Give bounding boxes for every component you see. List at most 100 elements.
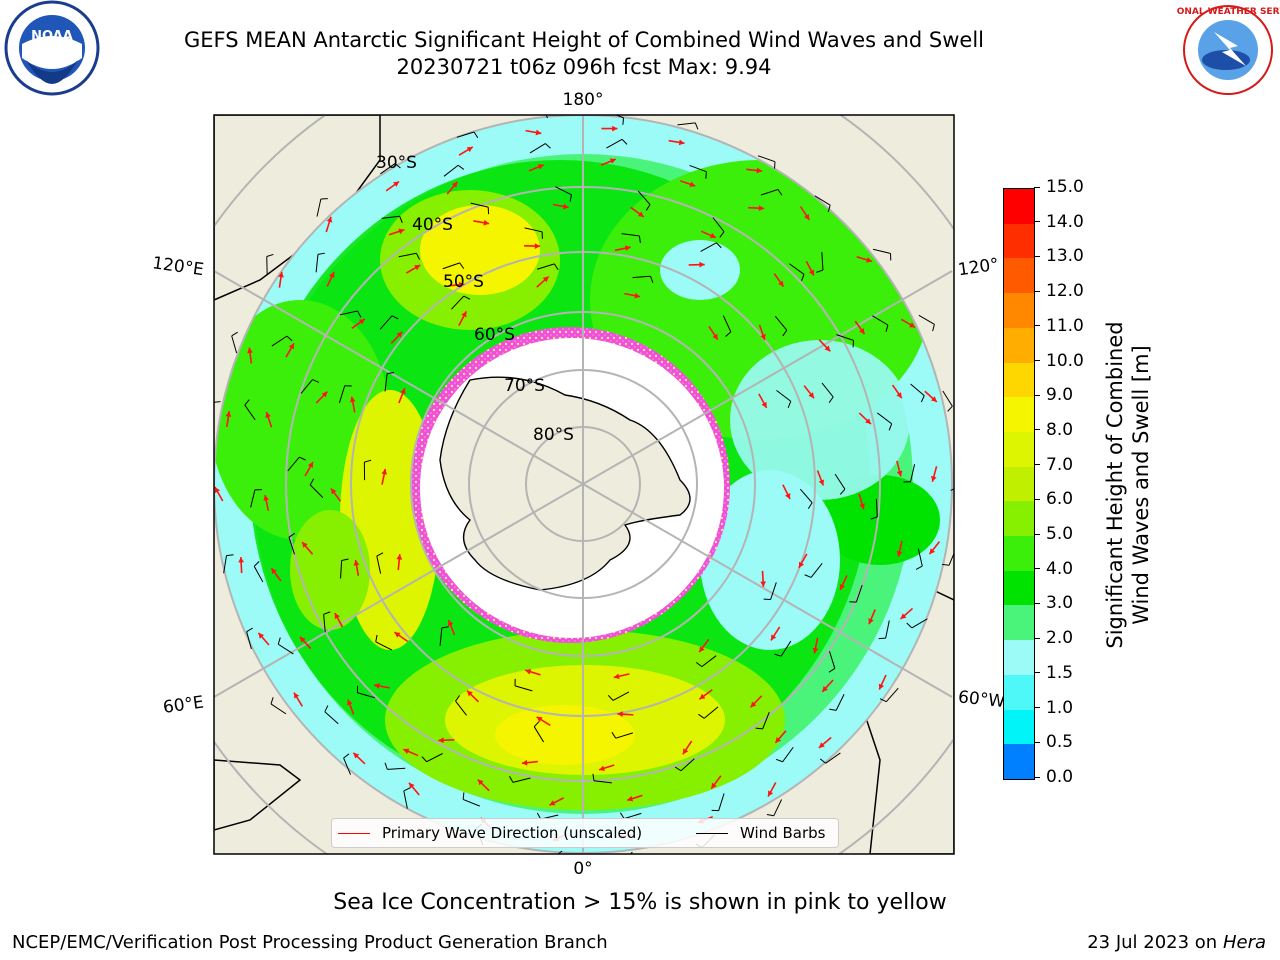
colorbar-tick: 0.5 xyxy=(1034,732,1073,752)
colorbar-tick: 15.0 xyxy=(1034,177,1084,197)
wave-arrow-head xyxy=(627,795,634,802)
wave-arrow-head xyxy=(750,701,757,708)
wind-barb xyxy=(426,753,443,763)
colorbar-segment xyxy=(1004,709,1034,745)
wind-barb xyxy=(637,190,651,205)
colorbar-segment xyxy=(1004,258,1034,294)
colorbar-segment xyxy=(1004,501,1034,537)
wind-barb-flag xyxy=(324,705,329,712)
colorbar-label: Significant Height of Combined Wind Wave… xyxy=(1102,185,1154,785)
colorbar-tick: 5.0 xyxy=(1034,524,1073,544)
colorbar-segment xyxy=(1004,536,1034,571)
wind-barb xyxy=(615,732,634,739)
wind-barb xyxy=(323,614,326,633)
legend-label-wave: Primary Wave Direction (unscaled) xyxy=(382,824,643,842)
colorbar-tick-label: 6.0 xyxy=(1046,489,1074,510)
lat-label-80s: 80°S xyxy=(533,425,574,445)
colorbar-tick-mark xyxy=(1034,464,1040,466)
wave-arrow-head xyxy=(302,542,308,548)
wave-arrow-head xyxy=(613,673,620,680)
wave-arrow-head xyxy=(535,129,542,136)
wind-barb xyxy=(875,498,878,517)
wind-barb-flag xyxy=(231,331,238,337)
wind-barb-flag xyxy=(288,532,296,538)
colorbar-tick-label: 9.0 xyxy=(1046,385,1074,406)
wind-barb xyxy=(456,131,475,138)
wave-arrow-head xyxy=(699,693,706,700)
wave-arrow-head xyxy=(534,243,541,249)
chart-title: GEFS MEAN Antarctic Significant Height o… xyxy=(183,28,985,52)
wind-barb xyxy=(324,711,339,725)
wind-barb-flag xyxy=(622,117,625,125)
wind-barb xyxy=(773,799,783,816)
wave-arrow-head xyxy=(466,690,473,697)
lat-label-50s: 50°S xyxy=(443,272,484,292)
wind-barb xyxy=(340,560,343,579)
colorbar-segment xyxy=(1004,293,1034,328)
wind-barb-flag xyxy=(399,216,403,223)
wave-arrow-head xyxy=(709,232,716,239)
wind-barb xyxy=(948,552,954,566)
wind-barb xyxy=(338,385,346,404)
wind-barb-flag xyxy=(619,812,625,819)
wind-barb xyxy=(872,315,889,326)
wind-barb-flag xyxy=(839,488,846,495)
wind-barb-flag xyxy=(391,315,399,320)
wind-barb-flag xyxy=(695,661,703,668)
wind-barb-flag xyxy=(611,732,617,739)
wind-barb xyxy=(855,584,863,603)
host-name: Hera xyxy=(1222,932,1266,953)
wind-barb-flag xyxy=(415,253,421,260)
wave-arrow-head xyxy=(634,292,641,299)
wind-barb-flag xyxy=(716,242,722,249)
wave-arrow-head xyxy=(624,245,631,252)
wind-barb xyxy=(917,548,923,567)
wind-barb xyxy=(799,488,813,504)
wave-arrow-head xyxy=(265,412,271,418)
colorbar-tick-label: 3.0 xyxy=(1046,593,1074,614)
wind-barb-flag xyxy=(317,252,325,255)
colorbar-tick-label: 8.0 xyxy=(1046,419,1074,440)
wave-arrow-head xyxy=(214,487,220,494)
wave-arrow-head xyxy=(396,331,403,338)
wind-barb-flag xyxy=(719,231,725,238)
date-text: 23 Jul 2023 on Hera xyxy=(1087,932,1266,953)
wave-arrow-head xyxy=(756,167,763,174)
wind-barb xyxy=(387,767,406,770)
wave-arrow-head xyxy=(329,272,335,278)
wave-arrow-head xyxy=(599,765,605,772)
wind-barb-flag xyxy=(592,773,595,781)
colorbar-tick-label: 0.5 xyxy=(1046,732,1074,753)
colorbar-label-line2: Wind Waves and Swell [m] xyxy=(1129,345,1153,625)
wind-barb xyxy=(712,217,725,232)
wind-barb-flag xyxy=(829,708,837,711)
credit-text: NCEP/EMC/Verification Post Processing Pr… xyxy=(12,932,608,953)
lon-label-180: 180° xyxy=(563,90,604,110)
wind-barb xyxy=(375,641,392,651)
wind-barb xyxy=(288,537,295,555)
wind-barb-flag xyxy=(674,766,682,772)
wind-barb-flag xyxy=(879,698,887,703)
wind-barb xyxy=(524,227,543,233)
wind-barb xyxy=(718,793,725,811)
wind-barb-flag xyxy=(403,787,411,792)
legend-label-barbs: Wind Barbs xyxy=(740,824,826,842)
wave-arrow-head xyxy=(896,550,903,557)
wave-arrow-head xyxy=(374,683,380,689)
colorbar-tick-mark xyxy=(1034,533,1040,535)
wind-barb-flag xyxy=(270,697,274,705)
wind-barb-flag xyxy=(341,558,349,561)
wind-barb xyxy=(770,582,777,600)
wave-arrow-head xyxy=(458,281,465,288)
legend-item-wind-barbs: Wind Barbs xyxy=(696,824,825,842)
wave-arrow-head xyxy=(521,759,528,766)
wave-arrow-head xyxy=(929,548,936,555)
lon-label-0: 0° xyxy=(573,859,592,879)
wind-barb-flag xyxy=(755,727,763,730)
wind-barb xyxy=(789,263,805,275)
wind-barb-flag xyxy=(441,626,449,629)
wind-barb xyxy=(703,706,719,719)
wave-arrow-head xyxy=(247,347,253,354)
wind-barb xyxy=(231,335,238,354)
wind-barb-flag xyxy=(343,753,350,759)
